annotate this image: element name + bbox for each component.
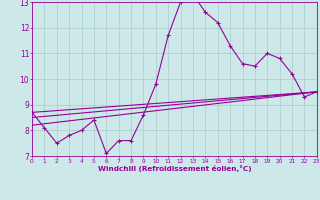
- X-axis label: Windchill (Refroidissement éolien,°C): Windchill (Refroidissement éolien,°C): [98, 165, 251, 172]
